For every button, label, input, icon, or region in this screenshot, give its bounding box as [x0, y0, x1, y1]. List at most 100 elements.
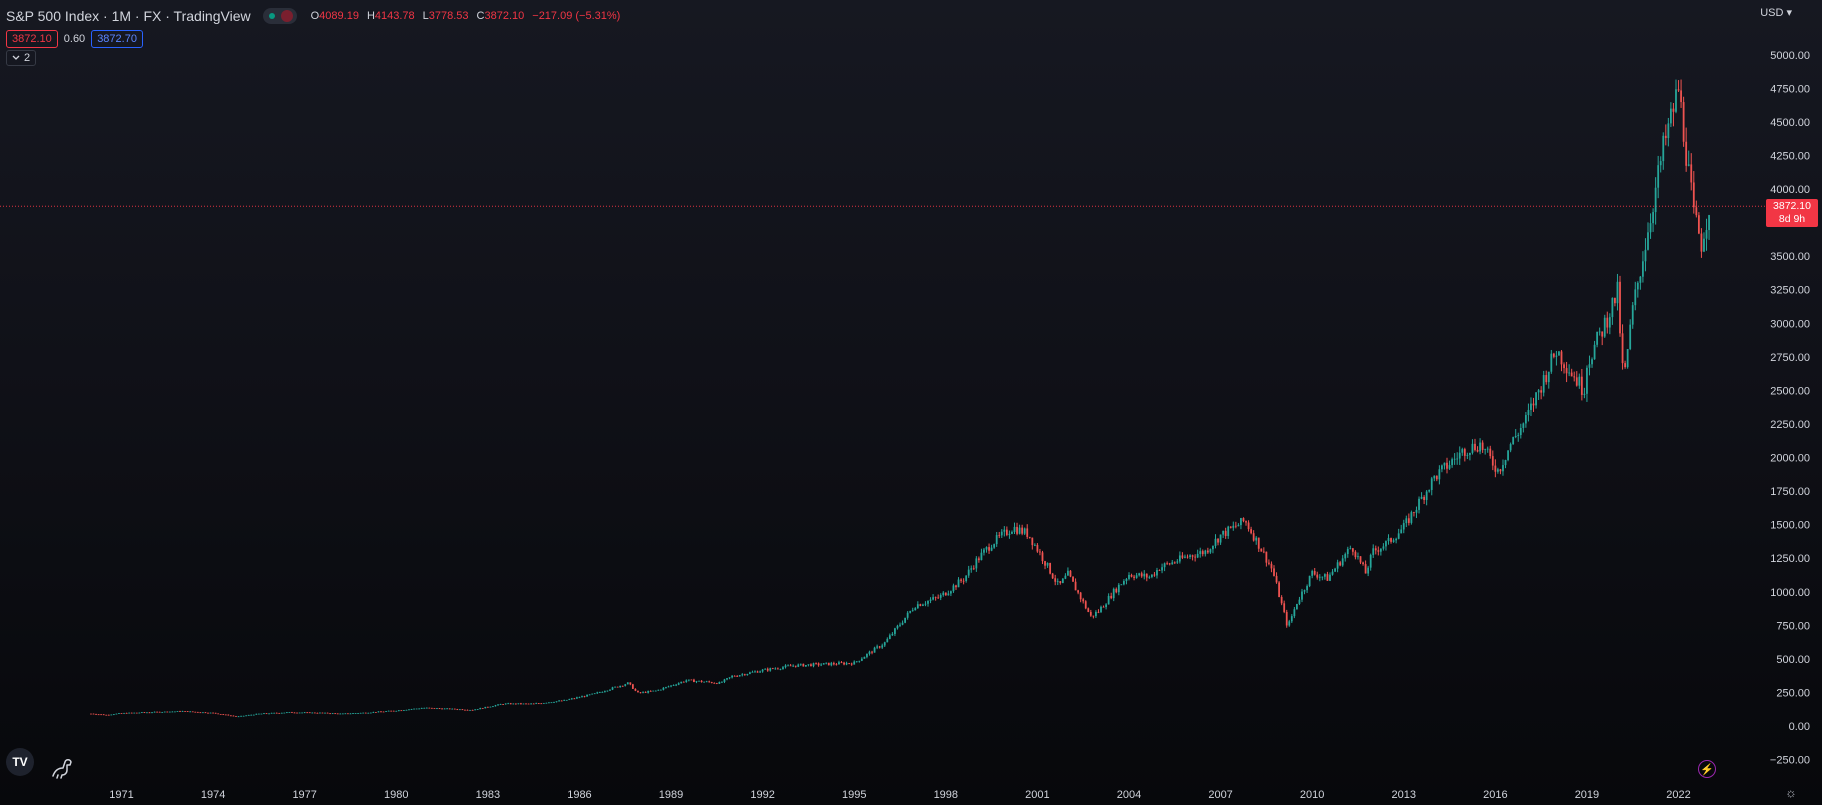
- x-tick-label: 2016: [1483, 789, 1507, 801]
- candle-body: [792, 665, 795, 667]
- candle-body: [693, 679, 695, 683]
- candle-body: [1346, 548, 1349, 555]
- candle-body: [1560, 351, 1563, 365]
- market-open-dot-icon: [268, 13, 275, 19]
- candle-body: [1252, 533, 1255, 541]
- candle-body: [369, 712, 372, 714]
- x-tick-label: 1983: [476, 789, 500, 801]
- candle-body: [1537, 390, 1540, 393]
- candle-body: [250, 714, 253, 716]
- candle-body: [1667, 123, 1670, 139]
- candle-body: [1530, 403, 1532, 410]
- candle-body: [784, 665, 787, 668]
- candle-body: [1268, 562, 1270, 564]
- candle-body: [1608, 317, 1611, 328]
- candle-body: [227, 714, 230, 716]
- candle-body: [1532, 403, 1535, 406]
- candle-body: [840, 662, 843, 664]
- candle-body: [955, 585, 957, 588]
- candle-body: [565, 699, 568, 701]
- dino-icon[interactable]: [50, 756, 76, 780]
- candle-body: [1176, 561, 1179, 563]
- candle-body: [1430, 478, 1433, 490]
- y-tick-label: 0.00: [1789, 721, 1810, 733]
- candle-body: [545, 702, 548, 704]
- y-tick-label: 1000.00: [1770, 587, 1810, 599]
- buy-price-button[interactable]: 3872.70: [91, 30, 143, 48]
- candle-body: [1240, 518, 1242, 526]
- candle-body: [924, 603, 927, 605]
- candle-body: [965, 575, 968, 581]
- candle-body: [878, 646, 881, 648]
- candle-body: [324, 712, 326, 714]
- candle-body: [1474, 443, 1476, 451]
- candle-body: [654, 690, 657, 692]
- candle-body: [1247, 522, 1250, 530]
- candle-body: [1362, 562, 1364, 565]
- candle-body: [1395, 538, 1398, 541]
- candle-body: [863, 656, 866, 659]
- candle-body: [1143, 573, 1146, 577]
- candle-body: [581, 696, 583, 698]
- candle-body: [1036, 544, 1039, 552]
- candle-body: [789, 665, 792, 667]
- x-tick-label: 1980: [384, 789, 408, 801]
- candle-body: [1415, 509, 1418, 513]
- sell-price-button[interactable]: 3872.10: [6, 30, 58, 48]
- candle-body: [578, 697, 581, 699]
- candle-body: [1392, 540, 1395, 542]
- candle-body: [349, 713, 352, 715]
- candle-body: [1524, 415, 1527, 424]
- candle-body: [675, 684, 678, 686]
- candle-body: [1112, 588, 1115, 599]
- candle-body: [535, 703, 538, 705]
- candle-body: [359, 712, 362, 714]
- candle-body: [1212, 545, 1214, 550]
- market-status-toggle[interactable]: [262, 8, 297, 24]
- candle-body: [1303, 590, 1306, 592]
- candle-body: [430, 707, 433, 709]
- candle-body: [128, 712, 131, 714]
- candle-body: [947, 593, 950, 596]
- candle-body: [1446, 462, 1448, 469]
- candle-body: [1084, 601, 1087, 609]
- candle-body: [502, 704, 505, 705]
- indicators-collapse-button[interactable]: 2: [6, 50, 37, 66]
- candle-body: [1306, 586, 1308, 591]
- candle-body: [1621, 333, 1624, 364]
- candle-body: [92, 713, 95, 715]
- candle-body: [1189, 555, 1191, 558]
- candle-body: [179, 711, 181, 712]
- candle-body: [1458, 452, 1461, 459]
- candle-body: [1349, 548, 1352, 550]
- candle-body: [1435, 475, 1438, 480]
- candle-body: [285, 712, 288, 714]
- candle-body: [1619, 281, 1621, 334]
- candle-body: [1677, 89, 1680, 91]
- candle-body: [726, 678, 728, 680]
- candle-body: [871, 651, 873, 653]
- currency-selector[interactable]: USD ▾: [1760, 7, 1792, 19]
- candle-body: [263, 713, 265, 715]
- candle-body: [603, 691, 606, 693]
- candle-body: [436, 708, 438, 710]
- symbol-title[interactable]: S&P 500 Index · 1M · FX · TradingView: [6, 8, 251, 24]
- candle-body: [873, 647, 876, 653]
- candle-body: [382, 711, 385, 713]
- lightning-icon[interactable]: ⚡: [1698, 760, 1716, 778]
- candle-body: [1145, 573, 1148, 578]
- tradingview-logo-icon[interactable]: TV: [6, 748, 34, 776]
- candle-body: [621, 685, 624, 687]
- candle-body: [1219, 534, 1222, 543]
- candle-body: [288, 712, 291, 713]
- settings-gear-icon[interactable]: ☼: [1785, 785, 1797, 800]
- candle-body: [1680, 90, 1682, 103]
- candle-body: [143, 712, 146, 714]
- x-tick-label: 1998: [934, 789, 958, 801]
- y-tick-label: 4250.00: [1770, 150, 1810, 162]
- candle-body: [797, 664, 800, 667]
- candle-body: [1563, 364, 1565, 369]
- candle-body: [319, 712, 321, 714]
- candle-body: [331, 713, 334, 715]
